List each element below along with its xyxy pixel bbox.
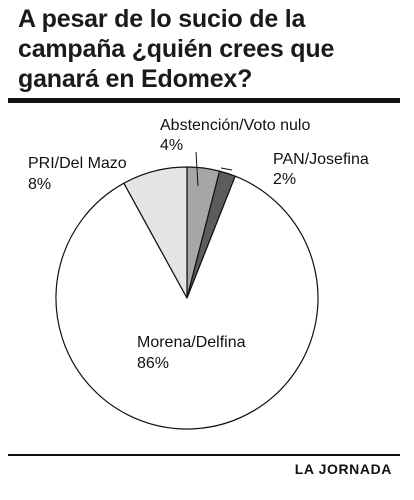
source-credit: LA JORNADA xyxy=(294,461,392,477)
slice-label-morena: Morena/Delfina xyxy=(137,334,246,351)
slice-label-abstencion: Abstención/Voto nulo xyxy=(160,117,310,134)
slice-value-pri: 8% xyxy=(28,176,51,193)
slice-value-abstencion: 4% xyxy=(160,137,183,154)
pie-slice-morena-delfina xyxy=(55,175,319,430)
slice-value-morena: 86% xyxy=(137,355,169,372)
slice-label-pan: PAN/Josefina xyxy=(273,151,369,168)
leader-line-pan xyxy=(220,167,233,171)
slice-label-pri: PRI/Del Mazo xyxy=(28,155,127,172)
bottom-rule xyxy=(8,454,400,456)
pie-slices xyxy=(55,166,319,430)
pie-slice-pri-del-mazo xyxy=(123,166,188,299)
leader-line-abstencion xyxy=(195,151,199,187)
chart-title: A pesar de lo sucio de la campaña ¿quién… xyxy=(18,5,335,93)
top-rule xyxy=(8,98,400,103)
slice-value-pan: 2% xyxy=(273,171,296,188)
